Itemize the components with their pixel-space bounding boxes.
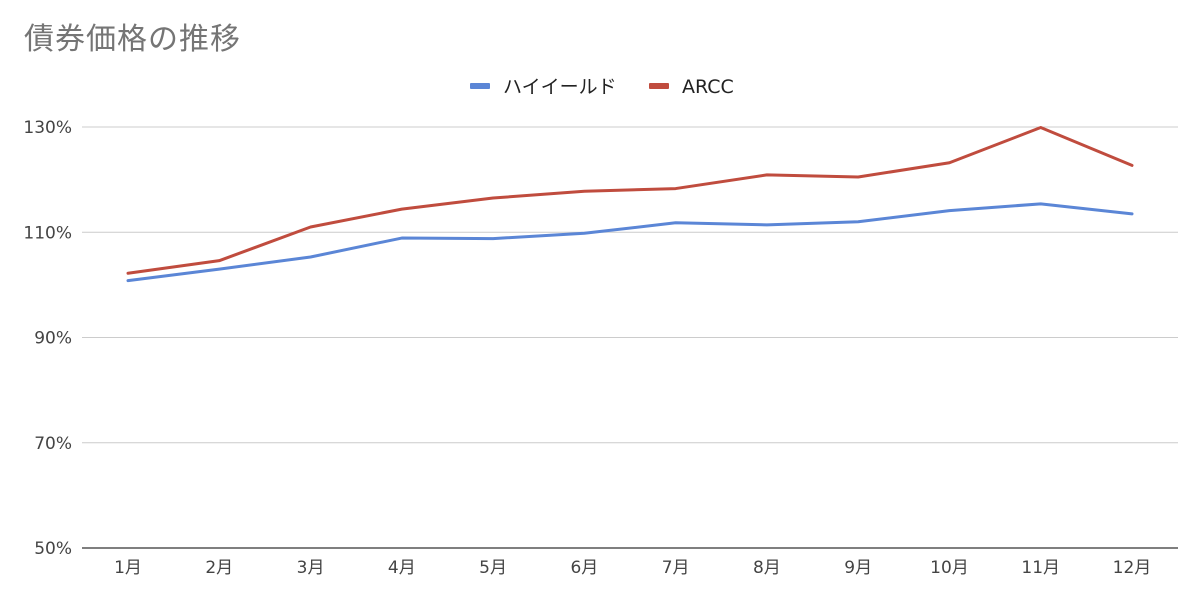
legend-swatch — [470, 83, 490, 89]
x-tick-label: 10月 — [930, 558, 969, 578]
x-tick-label: 11月 — [1021, 558, 1060, 578]
gridlines — [82, 126, 1178, 549]
legend-swatch — [649, 83, 669, 89]
x-tick-label: 3月 — [297, 558, 325, 578]
y-tick-label: 50% — [34, 539, 72, 559]
y-tick-label: 110% — [23, 223, 72, 243]
x-tick-label: 4月 — [388, 558, 416, 578]
series-lines — [126, 126, 1134, 283]
legend-label: ARCC — [682, 76, 734, 98]
x-tick-label: 2月 — [205, 558, 233, 578]
y-tick-label: 90% — [34, 329, 72, 349]
chart-title: 債券価格の推移 — [24, 22, 241, 57]
x-tick-label: 1月 — [114, 558, 142, 578]
series-line-1 — [126, 126, 1134, 275]
x-tick-label: 9月 — [844, 558, 872, 578]
y-tick-label: 70% — [34, 434, 72, 454]
legend-label: ハイイールド — [503, 76, 617, 98]
x-tick-label: 5月 — [479, 558, 507, 578]
series-line-0 — [126, 202, 1134, 283]
x-tick-label: 8月 — [753, 558, 781, 578]
y-tick-label: 130% — [23, 118, 72, 138]
y-axis-ticks: 50% 70% 90% 110% 130% — [23, 118, 72, 559]
legend: ハイイールド ARCC — [470, 76, 734, 98]
x-tick-label: 12月 — [1113, 558, 1152, 578]
x-tick-label: 7月 — [662, 558, 690, 578]
x-axis-ticks: 1月 2月 3月 4月 5月 6月 7月 8月 9月 10月 11月 12月 — [114, 558, 1151, 578]
x-tick-label: 6月 — [570, 558, 598, 578]
